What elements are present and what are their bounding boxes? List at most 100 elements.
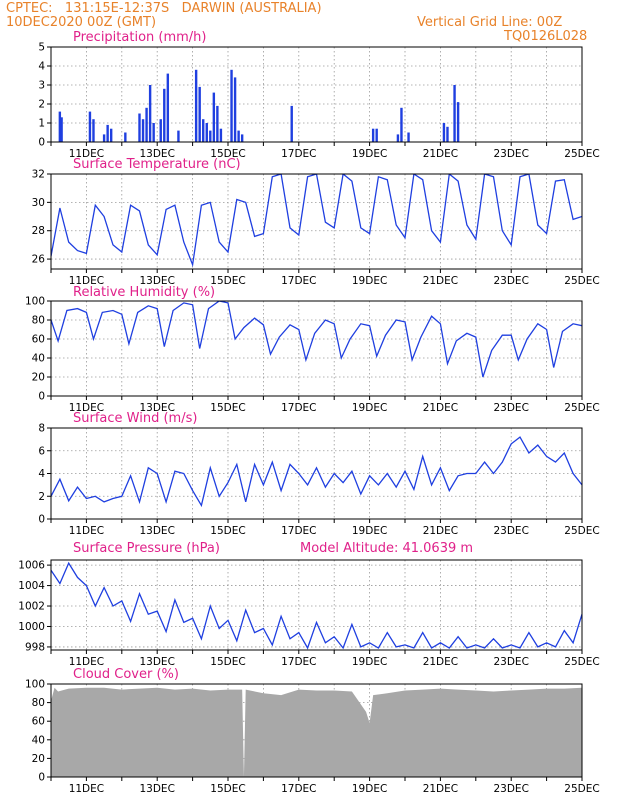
press-ytick-label: 1000 [18, 621, 45, 633]
temp-xtick-label: 23DEC [493, 275, 528, 287]
press-xtick-label: 21DEC [423, 656, 458, 668]
cloud-xtick-label: 21DEC [423, 783, 458, 795]
precip-bar [148, 85, 152, 142]
precip-bar [453, 85, 456, 142]
cloud-ytick-label: 0 [38, 772, 45, 784]
wind-xtick-label: 25DEC [564, 525, 599, 537]
wind-xtick-label: 15DEC [210, 525, 245, 537]
precip-bar [202, 119, 205, 142]
header-date: 10DEC2020 00Z (GMT) [6, 15, 157, 30]
press-xtick-label: 19DEC [352, 656, 387, 668]
precip-bar [240, 134, 244, 142]
cloud-xtick-label: 15DEC [210, 783, 245, 795]
precip-xtick-label: 11DEC [69, 148, 104, 160]
precip-bar [177, 130, 180, 142]
press-panel-title: Surface Pressure (hPa) [73, 541, 220, 556]
header-grid-note: Vertical Grid Line: 00Z [417, 15, 563, 30]
wind-xtick-label: 23DEC [493, 525, 528, 537]
wind-ytick-label: 6 [38, 445, 45, 457]
cloud-area [51, 687, 582, 777]
precip-ytick-label: 3 [38, 80, 45, 92]
press-xtick-label: 17DEC [281, 656, 316, 668]
cloud-ytick-label: 40 [32, 734, 45, 746]
press-ytick-label: 1004 [18, 580, 45, 592]
precip-bar [138, 113, 141, 142]
precip-xtick-label: 19DEC [352, 148, 387, 160]
precip-bar [375, 128, 378, 142]
rh-ytick-label: 0 [38, 391, 45, 403]
precip-bar [442, 123, 446, 142]
precip-bar [237, 130, 240, 142]
precip-bar [152, 123, 155, 142]
wind-xtick-label: 11DEC [69, 525, 104, 537]
precip-bar [233, 77, 237, 142]
press-frame [50, 559, 583, 651]
rh-ytick-label: 100 [25, 296, 45, 308]
precip-panel-title: Precipitation (mm/h) [73, 30, 206, 45]
press-ytick-label: 998 [25, 641, 45, 653]
cloud-ytick-label: 20 [32, 753, 45, 765]
cloud-xtick-label: 23DEC [493, 783, 528, 795]
precip-bar [124, 132, 127, 142]
precip-bar [219, 128, 223, 142]
press-xtick-label: 23DEC [493, 656, 528, 668]
cloud-ytick-label: 80 [32, 697, 45, 709]
rh-xtick-label: 21DEC [423, 402, 458, 414]
precip-xtick-label: 17DEC [281, 148, 316, 160]
precip-ytick-label: 1 [38, 118, 45, 130]
header-model-code: TQ0126L028 [504, 29, 588, 44]
precip-bar [407, 132, 410, 142]
cloud-xtick-label: 17DEC [281, 783, 316, 795]
precip-bar [88, 111, 92, 142]
press-xtick-label: 13DEC [139, 656, 174, 668]
temp-xtick-label: 15DEC [210, 275, 245, 287]
precip-bar [400, 107, 403, 142]
precip-bar [163, 88, 166, 142]
wind-panel-title: Surface Wind (m/s) [73, 411, 197, 426]
precip-bar [212, 92, 216, 142]
wind-ytick-label: 8 [38, 423, 45, 435]
precip-bar [145, 107, 148, 142]
precip-bar [290, 105, 293, 142]
temp-xtick-label: 25DEC [564, 275, 599, 287]
press-series-line [51, 561, 582, 650]
press-xtick-label: 15DEC [210, 656, 245, 668]
precip-bar [194, 69, 198, 142]
cloud-frame [50, 683, 583, 778]
precip-bar [456, 102, 460, 142]
header-line1: CPTEC: 131:15E-12:37S DARWIN (AUSTRALIA) [6, 1, 322, 16]
precip-ytick-label: 5 [38, 42, 45, 54]
rh-xtick-label: 13DEC [139, 402, 174, 414]
rh-xtick-label: 15DEC [210, 402, 245, 414]
precip-frame [50, 46, 583, 143]
press-xtick-label: 11DEC [69, 656, 104, 668]
rh-xtick-label: 25DEC [564, 402, 599, 414]
precip-bar [92, 119, 95, 142]
rh-xtick-label: 23DEC [493, 402, 528, 414]
precip-bar [159, 119, 162, 142]
precip-xtick-label: 23DEC [493, 148, 528, 160]
model-altitude-label: Model Altitude: 41.0639 m [300, 541, 473, 556]
temp-xtick-label: 21DEC [423, 275, 458, 287]
precip-ytick-label: 2 [38, 99, 45, 111]
precip-bar [58, 111, 62, 142]
temp-ytick-label: 30 [32, 197, 45, 209]
temp-series-line [51, 174, 582, 268]
rh-ytick-label: 60 [32, 334, 45, 346]
precip-bar [216, 105, 219, 142]
rh-frame [50, 300, 583, 397]
wind-xtick-label: 17DEC [281, 525, 316, 537]
rh-ytick-label: 40 [32, 353, 45, 365]
precip-xtick-label: 13DEC [139, 148, 174, 160]
precip-xtick-label: 25DEC [564, 148, 599, 160]
wind-ytick-label: 0 [38, 514, 45, 526]
cloud-ytick-label: 100 [25, 679, 45, 691]
cloud-xtick-label: 13DEC [139, 783, 174, 795]
rh-ytick-label: 80 [32, 315, 45, 327]
temp-xtick-label: 19DEC [352, 275, 387, 287]
precip-bar [109, 128, 113, 142]
temp-ytick-label: 26 [32, 254, 46, 266]
precip-bar [209, 130, 212, 142]
wind-xtick-label: 19DEC [352, 525, 387, 537]
